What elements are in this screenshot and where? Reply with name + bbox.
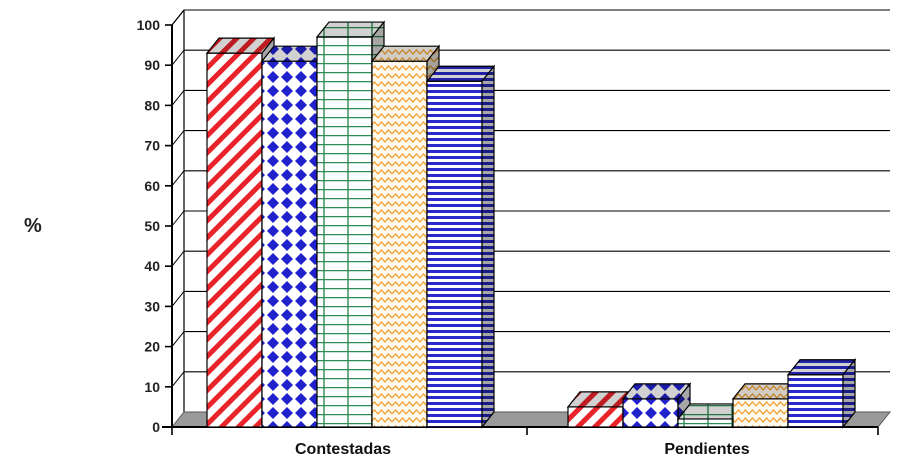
y-tick-label: 10 xyxy=(144,379,160,395)
bar-front xyxy=(622,398,679,428)
y-tick-label: 60 xyxy=(144,178,160,194)
y-tick-label: 30 xyxy=(144,298,160,314)
bar-front xyxy=(732,398,789,428)
bar-top-shade xyxy=(427,66,494,82)
bar-front xyxy=(316,36,373,428)
bar xyxy=(676,402,747,429)
bar-top-shade xyxy=(788,359,855,375)
bar-front xyxy=(787,374,844,428)
gridline-side xyxy=(171,49,185,66)
x-category-label: Contestadas xyxy=(295,441,391,458)
x-category-label: Pendientes xyxy=(664,441,749,458)
bar-front xyxy=(206,52,263,428)
bar-top-shade xyxy=(372,46,439,62)
y-tick-label: 100 xyxy=(137,17,161,33)
bar xyxy=(786,358,857,429)
bar-top-shade xyxy=(262,46,329,62)
bar-front xyxy=(567,406,624,428)
gridline-side xyxy=(171,291,185,307)
bar-top-shade xyxy=(568,391,635,407)
bar-front xyxy=(371,60,428,428)
bar-top-shade xyxy=(623,383,690,399)
gridline-side xyxy=(171,331,185,347)
bar-side xyxy=(842,358,856,429)
gridline-side xyxy=(171,210,185,227)
gridline-side xyxy=(171,170,185,187)
y-tick-label: 70 xyxy=(144,138,160,154)
y-tick-label: 50 xyxy=(144,218,160,234)
bars xyxy=(205,20,857,429)
bar xyxy=(425,64,496,429)
gridline-side xyxy=(171,250,185,267)
gridline-side xyxy=(171,371,185,388)
y-axis-ticks: 0 10 20 30 40 50 60 70 80 90 100 xyxy=(137,17,172,435)
bar-side-shade xyxy=(843,359,855,427)
bar-side-shade xyxy=(482,66,494,427)
bar-front xyxy=(677,418,734,428)
bar-top-shade xyxy=(678,403,745,419)
gridline-side xyxy=(171,90,185,106)
bar-side xyxy=(481,64,495,429)
y-axis-label: % xyxy=(24,215,42,237)
x-axis-category-labels: Contestadas Pendientes xyxy=(171,427,879,458)
bar-top-shade xyxy=(733,383,800,399)
y-tick-label: 20 xyxy=(144,339,160,355)
bar-top-shade xyxy=(207,38,274,54)
gridline-side xyxy=(171,9,185,26)
y-tick-label: 40 xyxy=(144,258,160,274)
y-tick-label: 0 xyxy=(152,419,160,435)
y-tick-label: 90 xyxy=(144,57,160,73)
gridline-side xyxy=(171,130,185,146)
bar-front xyxy=(426,80,483,428)
y-tick-label: 80 xyxy=(144,97,160,113)
bar-top-shade xyxy=(317,22,384,38)
bar-front xyxy=(261,60,318,428)
